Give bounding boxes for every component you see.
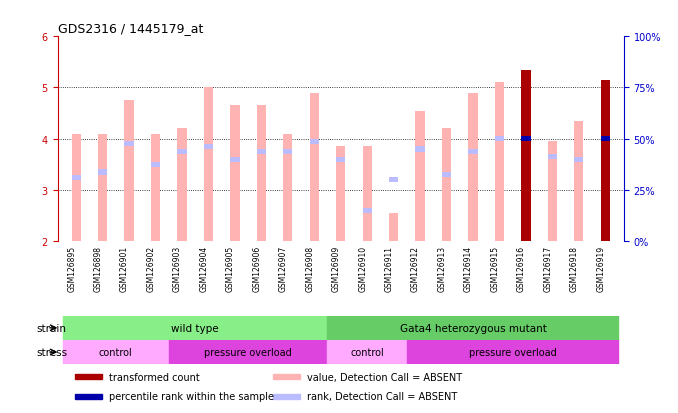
Bar <box>548 155 557 160</box>
Text: strain: strain <box>37 323 66 333</box>
Bar <box>548 142 557 242</box>
Text: GSM126901: GSM126901 <box>120 245 129 291</box>
Text: rank, Detection Call = ABSENT: rank, Detection Call = ABSENT <box>306 392 457 401</box>
Bar <box>310 140 319 145</box>
Text: GSM126904: GSM126904 <box>199 245 208 292</box>
Bar <box>327 340 407 364</box>
Bar <box>231 106 239 242</box>
Bar <box>363 209 372 214</box>
Text: percentile rank within the sample: percentile rank within the sample <box>108 392 274 401</box>
Bar <box>75 374 102 380</box>
Text: GSM126906: GSM126906 <box>252 245 261 292</box>
Bar <box>574 157 583 162</box>
Bar <box>63 316 327 340</box>
Bar <box>389 214 398 242</box>
Text: GSM126905: GSM126905 <box>226 245 235 292</box>
Bar <box>495 83 504 242</box>
Bar <box>273 374 300 380</box>
Bar <box>273 394 300 399</box>
Text: GSM126903: GSM126903 <box>173 245 182 292</box>
Bar <box>574 121 583 242</box>
Bar <box>442 129 451 242</box>
Text: GSM126902: GSM126902 <box>146 245 155 291</box>
Text: value, Detection Call = ABSENT: value, Detection Call = ABSENT <box>306 372 462 382</box>
Text: GSM126915: GSM126915 <box>490 245 500 291</box>
Bar <box>151 134 160 242</box>
Bar <box>495 137 504 142</box>
Bar <box>125 142 134 147</box>
Text: GSM126918: GSM126918 <box>570 245 579 291</box>
Text: control: control <box>99 347 133 357</box>
Text: GSM126907: GSM126907 <box>279 245 287 292</box>
Bar <box>407 340 618 364</box>
Text: stress: stress <box>37 347 68 357</box>
Bar <box>416 111 424 242</box>
Bar <box>63 340 169 364</box>
Bar <box>363 147 372 242</box>
Text: wild type: wild type <box>172 323 219 333</box>
Bar <box>71 134 81 242</box>
Text: GSM126910: GSM126910 <box>358 245 367 291</box>
Bar <box>151 162 160 168</box>
Bar <box>71 175 81 180</box>
Bar <box>204 145 213 150</box>
Bar <box>178 129 186 242</box>
Text: GSM126916: GSM126916 <box>517 245 526 291</box>
Text: GSM126911: GSM126911 <box>384 245 394 291</box>
Bar <box>98 170 107 175</box>
Bar <box>98 134 107 242</box>
Text: pressure overload: pressure overload <box>468 347 557 357</box>
Bar <box>468 93 477 242</box>
Bar <box>601 137 610 142</box>
Text: GSM126898: GSM126898 <box>94 245 102 291</box>
Bar <box>416 147 424 152</box>
Text: transformed count: transformed count <box>108 372 199 382</box>
Bar <box>283 150 292 155</box>
Text: GSM126917: GSM126917 <box>543 245 553 291</box>
Bar <box>389 178 398 183</box>
Text: GSM126908: GSM126908 <box>305 245 314 291</box>
Bar <box>231 157 239 162</box>
Bar <box>169 340 327 364</box>
Text: GSM126909: GSM126909 <box>332 245 341 292</box>
Bar <box>336 157 345 162</box>
Bar <box>468 150 477 155</box>
Text: GSM126912: GSM126912 <box>411 245 420 291</box>
Text: control: control <box>351 347 384 357</box>
Bar <box>257 106 266 242</box>
Text: GSM126913: GSM126913 <box>437 245 447 291</box>
Bar <box>521 137 530 142</box>
Text: GSM126895: GSM126895 <box>67 245 76 291</box>
Text: GDS2316 / 1445179_at: GDS2316 / 1445179_at <box>58 21 203 35</box>
Bar <box>327 316 618 340</box>
Bar <box>204 88 213 242</box>
Bar <box>75 394 102 399</box>
Text: Gata4 heterozygous mutant: Gata4 heterozygous mutant <box>399 323 546 333</box>
Bar <box>336 147 345 242</box>
Bar <box>521 70 530 242</box>
Bar <box>601 81 610 242</box>
Bar <box>310 93 319 242</box>
Bar <box>178 150 186 155</box>
Bar <box>257 150 266 155</box>
Bar <box>283 134 292 242</box>
Bar <box>125 101 134 242</box>
Text: GSM126914: GSM126914 <box>464 245 473 291</box>
Text: GSM126919: GSM126919 <box>596 245 605 291</box>
Text: pressure overload: pressure overload <box>204 347 292 357</box>
Bar <box>442 173 451 178</box>
